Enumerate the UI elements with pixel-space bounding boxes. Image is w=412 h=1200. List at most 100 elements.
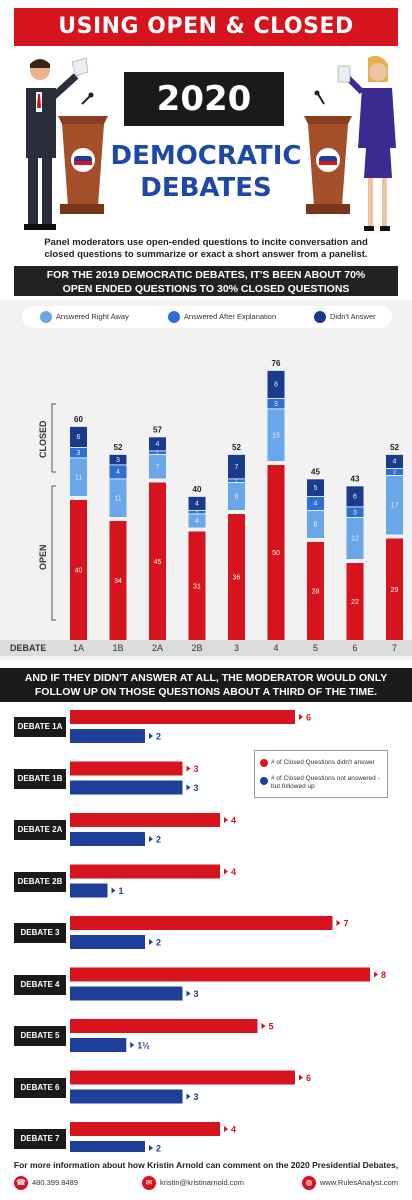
segment-label-answered-right-away-1A: 11	[75, 474, 82, 481]
segment-label-didnt-answer-6: 6	[353, 494, 357, 501]
followup-banner: AND IF THEY DIDN'T ANSWER AT ALL, THE MO…	[0, 668, 412, 702]
hbar-followed-up-5	[70, 935, 145, 949]
hbar-arrow-red	[336, 920, 341, 926]
legend-label-didnt-answer: Didn't Answer	[330, 312, 376, 321]
globe-icon: ◍	[302, 1176, 316, 1190]
hbar-category-1: DEBATE 1A	[14, 717, 66, 737]
total-label-2A: 57	[153, 426, 162, 435]
segment-label-open-6: 22	[351, 599, 359, 606]
hbar-didnt-answer-8	[70, 1070, 295, 1085]
footer-email[interactable]: kristin@kristinarnold.com	[160, 1178, 244, 1187]
hbar-arrow-red	[374, 971, 378, 978]
bar-divider	[70, 457, 87, 459]
bar-divider	[228, 454, 245, 455]
bar-divider	[149, 454, 166, 455]
segment-label-open-2B: 31	[193, 583, 201, 590]
segment-label-answered-after-explanation-2A: 1	[156, 451, 159, 457]
segment-label-answered-right-away-2B: 4	[195, 518, 199, 525]
legend-label-answered-right-away: Answered Right Away	[56, 312, 129, 321]
bar-didnt-answer-5	[307, 478, 324, 496]
hbar-value-didnt-answer-1: 6	[306, 713, 311, 723]
bar-answered-right-away-7	[386, 475, 403, 535]
bar-divider	[109, 478, 127, 480]
segment-label-answered-after-explanation-4: 3	[274, 401, 278, 408]
hbar-value-didnt-answer-3: 4	[231, 816, 236, 826]
hbar-arrow-blue	[149, 1145, 153, 1151]
segment-label-open-2A: 45	[154, 559, 162, 566]
bar-divider	[149, 450, 166, 452]
hlegend-label-followed-up: # of Closed Questions not answered - but…	[271, 775, 380, 790]
bar-open-6	[346, 563, 364, 640]
title-banner: USING OPEN & CLOSED QUESTIONS	[14, 8, 398, 77]
hbar-arrow-red	[186, 765, 191, 772]
hbar-value-followed-up-2: 3	[194, 783, 199, 793]
bar-divider	[70, 447, 87, 448]
bar-answered-after-explanation-4	[267, 398, 285, 409]
hbar-value-didnt-answer-7: 5	[269, 1022, 274, 1032]
bar-divider	[346, 506, 364, 508]
segment-label-didnt-answer-2B: 4	[195, 501, 199, 508]
hbar-arrow-blue	[111, 887, 116, 894]
right-candidate-illustration	[304, 56, 396, 231]
hbar-category-9: DEBATE 7	[14, 1129, 66, 1149]
bar-divider	[307, 510, 324, 511]
bar-answered-right-away-2A	[149, 454, 166, 479]
bar-answered-after-explanation-1B	[109, 464, 127, 479]
footer-phone[interactable]: 480.399.8489	[32, 1178, 78, 1187]
category-label-5: 5	[312, 643, 318, 653]
legend-dot-didnt-answer	[314, 311, 326, 323]
bar-open-2A	[149, 482, 166, 640]
bar-answered-right-away-5	[307, 510, 324, 538]
bar-divider	[346, 517, 364, 518]
debate-axis-row: DEBATE	[0, 640, 412, 656]
category-label-1A: 1A	[72, 643, 84, 653]
segment-label-answered-right-away-6: 12	[351, 536, 359, 543]
hbar-category-4: DEBATE 2B	[14, 871, 66, 892]
hbar-arrow-red	[299, 1074, 303, 1081]
bar-divider	[307, 478, 324, 480]
debate-axis-label: DEBATE	[10, 643, 47, 653]
hlegend-dot-followed-up	[260, 777, 268, 785]
hbar-didnt-answer-7	[70, 1019, 258, 1033]
bar-divider	[188, 510, 206, 511]
hbar-arrow-blue	[130, 1042, 135, 1048]
total-label-4: 76	[272, 359, 281, 368]
hbar-followed-up-4	[70, 883, 108, 898]
bar-divider	[228, 478, 245, 480]
hbar-value-didnt-answer-2: 3	[194, 764, 199, 774]
year-box: 2020	[124, 72, 284, 126]
hbar-value-didnt-answer-8: 6	[306, 1073, 311, 1083]
bar-divider	[109, 454, 127, 455]
bar-answered-after-explanation-7	[386, 468, 403, 475]
chart-legend: Answered Right Away Answered After Expla…	[22, 306, 392, 328]
segment-label-didnt-answer-1B: 3	[116, 457, 120, 464]
category-label-1B: 1B	[112, 643, 124, 653]
hbar-didnt-answer-4	[70, 864, 220, 879]
hbar-didnt-answer-6	[70, 967, 370, 982]
intro-text: Panel moderators use open-ended question…	[44, 237, 368, 260]
hbar-category-2: DEBATE 1B	[14, 768, 66, 789]
bar-answered-after-explanation-5	[307, 496, 324, 510]
title-line-1: DEMOCRATIC	[110, 141, 302, 171]
segment-label-open-4: 50	[272, 550, 280, 557]
bar-divider	[267, 370, 285, 371]
hbar-followed-up-1	[70, 729, 145, 743]
bar-answered-right-away-6	[346, 517, 364, 559]
bar-open-1A	[70, 500, 87, 640]
bar-divider	[149, 436, 166, 438]
segment-label-answered-after-explanation-1A: 3	[77, 450, 81, 457]
total-label-3: 52	[232, 443, 241, 452]
hbar-followed-up-9	[70, 1141, 145, 1152]
segment-label-didnt-answer-5: 5	[314, 485, 318, 492]
total-label-1A: 60	[74, 415, 83, 424]
bar-open-3	[228, 514, 245, 640]
bar-divider	[228, 482, 245, 483]
footer-web[interactable]: www.RulesAnalyst.com	[320, 1178, 398, 1187]
hbar-arrow-red	[299, 714, 303, 720]
bar-divider	[346, 485, 364, 487]
hbar-arrow-blue	[149, 939, 153, 945]
hbar-value-followed-up-7: 1½	[137, 1041, 150, 1051]
hbar-didnt-answer-1	[70, 710, 295, 724]
segment-label-answered-right-away-7: 17	[391, 502, 399, 509]
